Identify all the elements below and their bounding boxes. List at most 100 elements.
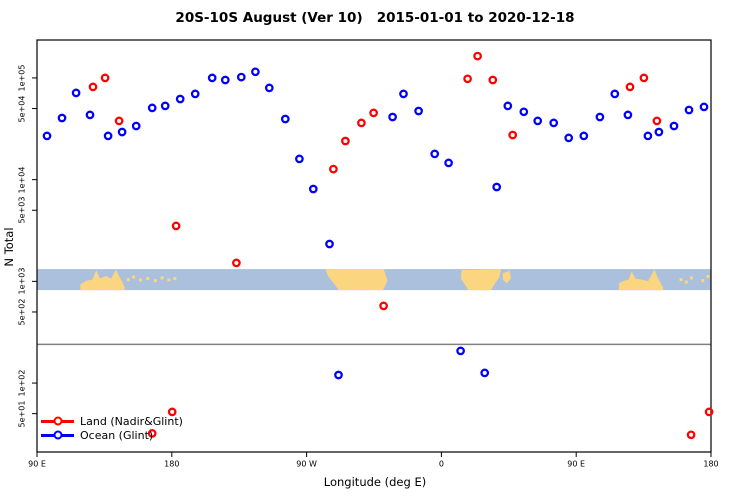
land-data-point (114, 116, 124, 126)
x-tick-label: 90 E (567, 459, 586, 469)
x-axis-label: Longitude (deg E) (323, 475, 427, 489)
map-strip-land (80, 269, 125, 291)
map-strip-island (146, 277, 150, 281)
ocean-data-point (414, 106, 423, 116)
ocean-data-point (430, 149, 440, 159)
land-data-point (508, 130, 518, 140)
plot-frame (36, 39, 712, 453)
land-data-point (147, 429, 157, 438)
chart-title: 20S-10S August (Ver 10) 2015-01-01 to 20… (175, 10, 575, 26)
ocean-data-point (295, 154, 304, 164)
land-data-point (167, 407, 177, 417)
ocean-data-point (280, 114, 290, 124)
y-tick-label: 5e+04 (17, 95, 27, 122)
land-series-marker-icon (41, 416, 74, 426)
ocean-data-point (71, 88, 81, 98)
map-strip-island (167, 278, 171, 282)
ocean-data-point (533, 116, 543, 126)
map-strip-island (126, 278, 130, 282)
ocean-data-point (251, 67, 260, 77)
ocean-data-point (503, 101, 513, 111)
map-strip-island (679, 278, 683, 282)
legend-item-ocean: Ocean (Glint) (41, 428, 183, 442)
map-strip-land (618, 269, 664, 291)
y-tick-label: 1e+02 (17, 369, 27, 397)
ocean-data-point (623, 110, 633, 120)
ocean-data-point (236, 72, 246, 82)
ocean-data-point (643, 131, 653, 141)
land-data-point (379, 301, 388, 311)
ocean-data-point (175, 94, 185, 104)
ocean-data-point (207, 73, 217, 83)
y-tick-label: 1e+05 (17, 64, 27, 92)
map-strip-island (138, 278, 142, 282)
land-data-point (625, 82, 635, 92)
ocean-data-point (220, 75, 230, 85)
legend-label-land: Land (Nadir&Glint) (80, 414, 183, 428)
land-data-point (463, 74, 472, 84)
land-data-point (329, 164, 338, 174)
legend-label-ocean: Ocean (Glint) (80, 428, 154, 442)
land-data-point (686, 430, 696, 440)
ocean-data-point (480, 368, 490, 378)
land-data-point (473, 51, 482, 61)
ocean-data-point (669, 121, 679, 131)
open-circle-icon (53, 430, 62, 440)
y-tick-label: 5e+02 (17, 298, 27, 326)
ocean-data-point (42, 131, 52, 141)
ocean-data-point (325, 239, 334, 249)
x-tick-label: 180 (703, 459, 719, 469)
ocean-data-point (57, 113, 67, 123)
land-data-point (652, 116, 662, 126)
ocean-data-point (492, 182, 502, 192)
land-data-point (171, 221, 181, 231)
x-tick-label: 90 E (28, 459, 46, 469)
y-tick-label: 1e+04 (17, 166, 27, 194)
y-axis-label: N Total (2, 227, 16, 267)
ocean-data-point (549, 118, 559, 128)
y-tick-label: 5e+01 (17, 400, 27, 428)
land-data-point (488, 75, 498, 85)
ocean-data-point (519, 107, 529, 117)
map-strip-island (160, 276, 164, 280)
ocean-data-point (131, 121, 141, 131)
map-strip-island (173, 277, 177, 281)
ocean-data-point (610, 89, 620, 99)
land-data-point (704, 407, 714, 417)
ocean-data-point (160, 101, 170, 111)
ocean-data-point (147, 103, 157, 113)
land-data-point (639, 73, 649, 83)
ocean-data-point (308, 184, 318, 194)
ocean-data-point (334, 370, 343, 380)
ocean-data-point (699, 102, 709, 112)
ocean-data-point (264, 83, 274, 93)
map-strip-land (460, 269, 502, 291)
ocean-data-point (103, 131, 113, 141)
ocean-series-marker-icon (41, 430, 74, 440)
map-strip-island (706, 274, 710, 278)
land-data-point (357, 118, 366, 128)
ocean-data-point (85, 110, 95, 120)
ocean-data-point (564, 133, 574, 143)
open-circle-icon (53, 416, 62, 426)
map-strip-island (701, 279, 705, 283)
ocean-data-point (388, 112, 397, 122)
x-tick-label: 90 W (296, 459, 317, 469)
land-data-point (369, 108, 378, 118)
x-tick-label: 0 (438, 459, 444, 469)
map-strip-island (690, 276, 694, 280)
ocean-data-point (654, 127, 664, 137)
ocean-data-point (579, 131, 589, 141)
map-strip-island (684, 280, 688, 284)
land-data-point (88, 82, 98, 92)
legend-item-land: Land (Nadir&Glint) (41, 414, 183, 428)
ocean-data-point (399, 89, 408, 99)
y-tick-label: 5e+03 (17, 196, 27, 224)
ocean-data-point (684, 105, 694, 115)
land-data-point (232, 258, 241, 268)
legend: Land (Nadir&Glint) Ocean (Glint) (41, 414, 183, 442)
ocean-data-point (456, 346, 465, 356)
ocean-data-point (444, 158, 453, 168)
